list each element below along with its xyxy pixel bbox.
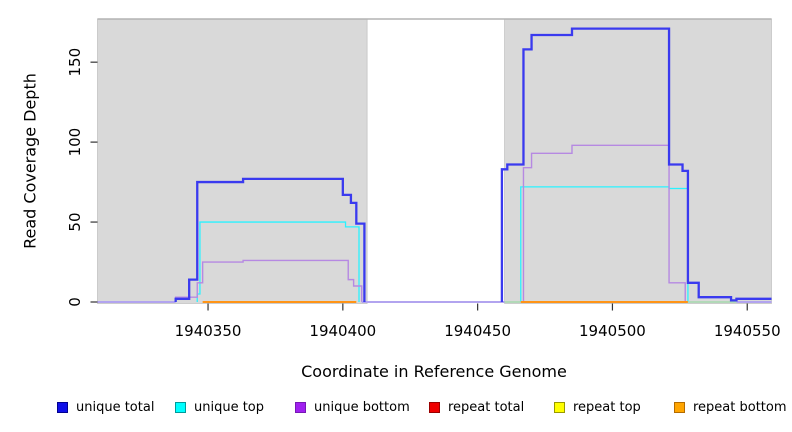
coverage-line-unique-total (174, 177, 366, 302)
legend-item-repeat-total: repeat total (429, 397, 524, 417)
y-tick-label: 100 (66, 128, 84, 157)
legend-label: unique total (76, 399, 155, 415)
x-axis-title: Coordinate in Reference Genome (301, 362, 567, 381)
legend-item-repeat-bottom: repeat bottom (674, 397, 787, 417)
coverage-band (97, 18, 368, 304)
legend-item-repeat-top: repeat top (554, 397, 641, 417)
y-axis-title: Read Coverage Depth (20, 73, 40, 249)
legend: unique total unique top unique bottom repea… (0, 397, 792, 419)
x-tick-label: 1940550 (714, 322, 781, 340)
legend-label: repeat total (448, 399, 525, 415)
coverage-band (504, 18, 772, 304)
legend-label: repeat bottom (693, 399, 787, 415)
legend-swatch (175, 401, 186, 413)
x-tick-label: 1940350 (175, 322, 242, 340)
legend-swatch (295, 401, 306, 413)
y-tick-label: 50 (66, 213, 84, 232)
coverage-chart: 1940350 1940400 1940450 1940500 1940550 0 50 10… (66, 18, 781, 340)
coverage-line-unique-total (500, 27, 772, 302)
legend-swatch (674, 401, 685, 413)
legend-label: repeat top (573, 399, 641, 415)
legend-swatch (57, 401, 68, 413)
x-tick-label: 1940400 (309, 322, 376, 340)
x-tick-label: 1940450 (444, 322, 511, 340)
coverage-line-unique-bottom (174, 259, 363, 302)
coverage-line-unique-bottom (520, 144, 686, 303)
legend-swatch (554, 401, 565, 413)
x-tick-label: 1940500 (579, 322, 646, 340)
legend-item-unique-bottom: unique bottom (295, 397, 410, 417)
y-tick-label: 0 (66, 297, 84, 307)
legend-label: unique top (194, 399, 265, 415)
legend-item-unique-top: unique top (175, 397, 264, 417)
legend-swatch (429, 401, 440, 413)
legend-label: unique bottom (314, 399, 410, 415)
legend-item-unique-total: unique total (57, 397, 154, 417)
y-tick-label: 150 (66, 48, 84, 77)
